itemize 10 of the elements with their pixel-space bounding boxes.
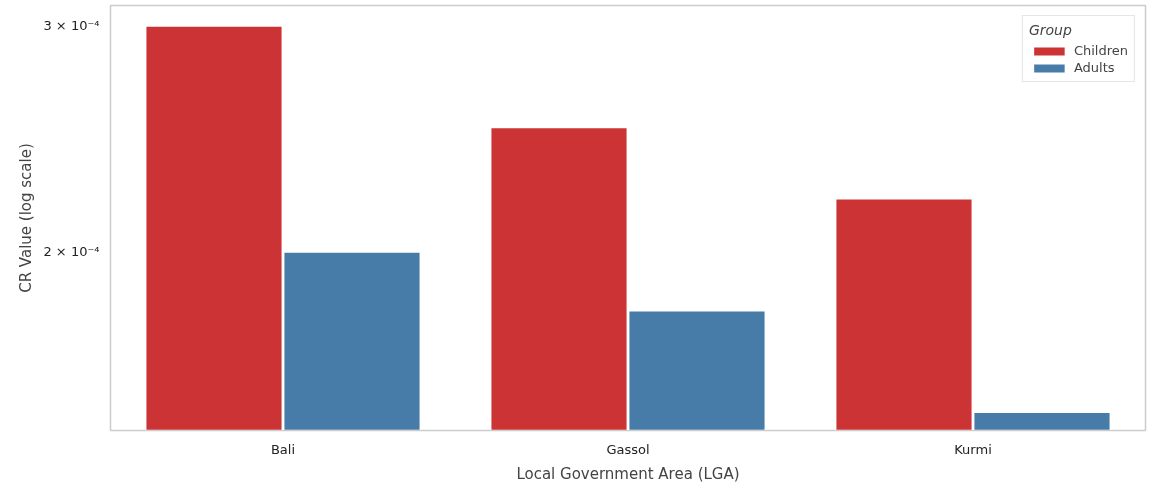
x-axis-title: Local Government Area (LGA) (516, 464, 740, 483)
y-axis-title: CR Value (log scale) (17, 143, 36, 293)
y-tick-label: 3 × 10⁻⁴ (43, 18, 100, 34)
x-tick-label: Gassol (606, 441, 650, 457)
x-tick-label: Kurmi (954, 441, 992, 457)
x-tick-label: Bali (270, 441, 296, 457)
legend-label: Children (1073, 43, 1128, 58)
legend-label: Adults (1073, 60, 1115, 75)
y-tick-label: 2 × 10⁻⁴ (43, 244, 100, 260)
legend-title: Group (1028, 22, 1073, 38)
